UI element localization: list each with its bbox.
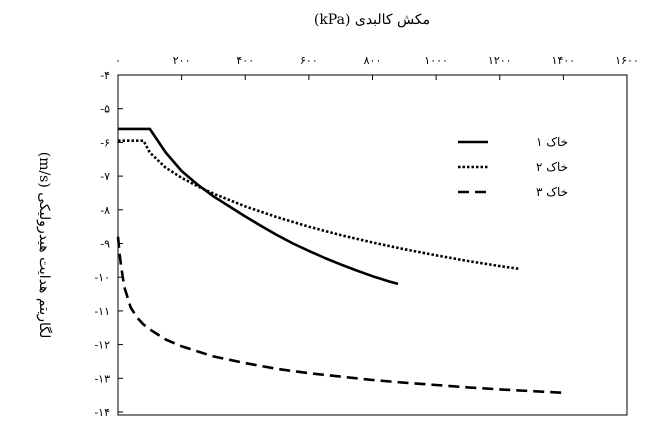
y-tick-label: -۴ xyxy=(100,69,110,82)
x-tick-label: ۱۴۰۰ xyxy=(552,54,576,67)
y-tick-label: -۱۱ xyxy=(94,305,110,318)
y-axis-title: لگاریتم هدایت هیدرولیکی (m/s) xyxy=(36,152,53,339)
series-line xyxy=(116,236,564,395)
y-tick-label: -۱۰ xyxy=(94,271,110,284)
y-tick-label: -۱۳ xyxy=(94,372,110,385)
y-tick-label: -۵ xyxy=(100,103,110,116)
legend: خاک ۱ خاک ۲ خاک ۳ xyxy=(458,135,568,199)
legend-label: خاک ۱ xyxy=(536,135,568,149)
x-tick-label: ۱۶۰۰ xyxy=(615,54,639,67)
x-tick-label: ۰ xyxy=(115,54,121,67)
legend-label: خاک ۲ xyxy=(536,160,568,174)
y-tick-label: -۸ xyxy=(100,204,110,217)
legend-label: خاک ۳ xyxy=(536,185,568,199)
x-tick-label: ۶۰۰ xyxy=(300,54,318,67)
y-tick-label: -۷ xyxy=(100,170,110,183)
x-axis-title: مکش کالبدی (kPa) xyxy=(314,12,430,28)
series-layer xyxy=(116,127,564,395)
x-tick-label: ۴۰۰ xyxy=(236,54,254,67)
x-tick-label: ۸۰۰ xyxy=(364,54,382,67)
x-tick-label: ۱۰۰۰ xyxy=(424,54,448,67)
plot-area-frame xyxy=(117,74,628,416)
y-tick-label: -۶ xyxy=(100,136,110,149)
series-line xyxy=(118,139,519,271)
y-tick-label: -۱۴ xyxy=(94,406,110,419)
y-tick-label: -۹ xyxy=(100,238,110,251)
y-axis-ticks: -۴ -۵ -۶ -۷ -۸ -۹ -۱۰ -۱۱ -۱۲ -۱۳ -۱۴ xyxy=(94,69,123,419)
y-tick-label: -۱۲ xyxy=(94,339,110,352)
x-axis-ticks: ۰ ۲۰۰ ۴۰۰ ۶۰۰ ۸۰۰ ۱۰۰۰ ۱۲۰۰ ۱۴۰۰ ۱۶۰۰ xyxy=(115,54,639,80)
series-line xyxy=(118,127,399,286)
x-tick-label: ۲۰۰ xyxy=(173,54,191,67)
x-tick-label: ۱۲۰۰ xyxy=(488,54,512,67)
